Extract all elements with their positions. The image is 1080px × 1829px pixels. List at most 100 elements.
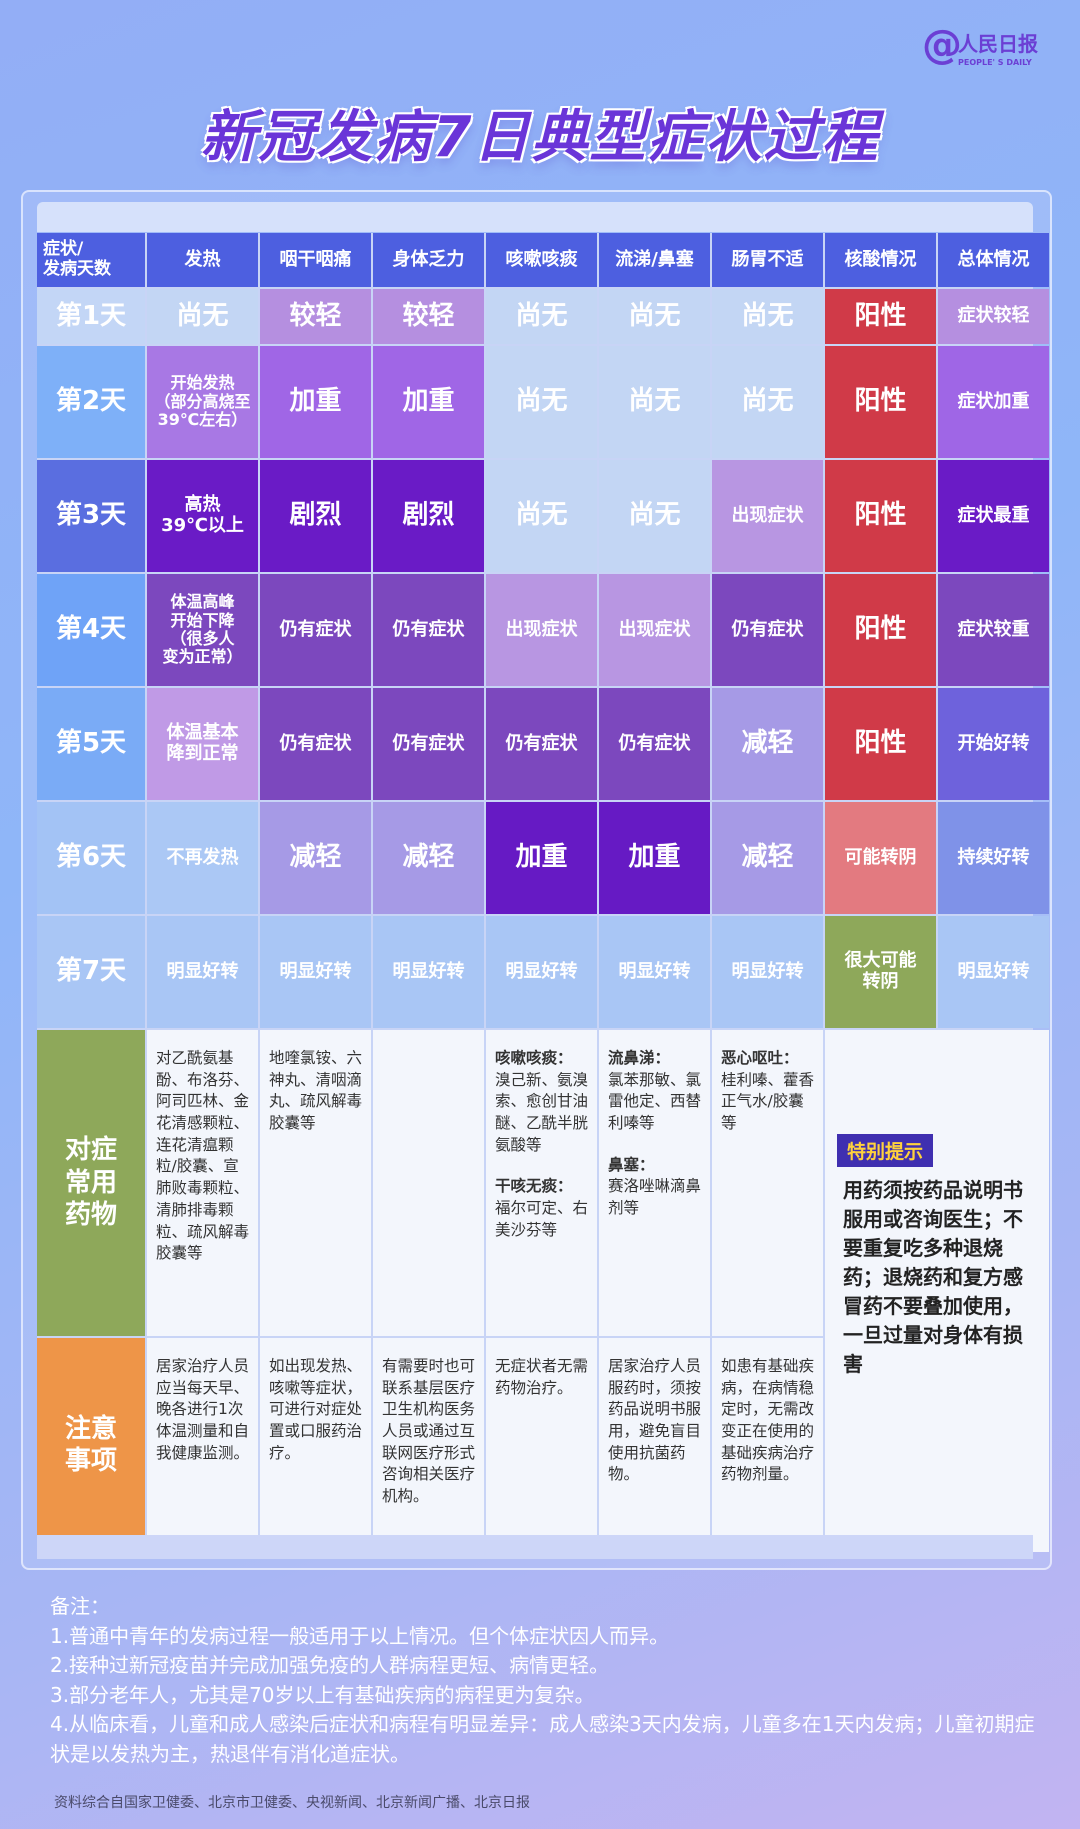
symptom-cell: 仍有症状	[599, 688, 710, 800]
drug-category: 恶心呕吐：	[721, 1049, 799, 1067]
special-tip-text: 用药须按药品说明书服用或咨询医生；不要重复吃多种退烧药；退烧药和复方感冒药不要叠…	[843, 1178, 1023, 1376]
table-top-bar	[37, 202, 1033, 232]
symptom-cell: 尚无	[712, 346, 823, 458]
special-tip-box: 特别提示用药须按药品说明书服用或咨询医生；不要重复吃多种退烧药；退烧药和复方感冒…	[825, 1030, 1049, 1552]
symptom-cell: 减轻	[712, 802, 823, 914]
drugs-row-label: 对症 常用 药物	[37, 1030, 145, 1336]
drug-cell: 对乙酰氨基酚、布洛芬、阿司匹林、金花清感颗粒、连花清瘟颗粒/胶囊、宣肺败毒颗粒、…	[147, 1030, 258, 1336]
column-header: 咽干咽痛	[260, 233, 371, 287]
day-label: 第5天	[37, 688, 145, 800]
symptom-cell: 症状较轻	[938, 289, 1049, 344]
symptom-cell: 症状最重	[938, 460, 1049, 572]
symptom-cell: 尚无	[486, 346, 597, 458]
table-bottom-bar	[37, 1535, 1033, 1559]
column-header: 肠胃不适	[712, 233, 823, 287]
drug-list: 赛洛唑啉滴鼻剂等	[608, 1177, 702, 1218]
symptom-cell: 仍有症状	[486, 688, 597, 800]
drug-category: 流鼻涕：	[608, 1049, 671, 1067]
note-line: 4.从临床看，儿童和成人感染后症状和病程有明显差异：成人感染3天内发病，儿童多在…	[50, 1712, 1035, 1766]
drug-cell: 地喹氯铵、六神丸、清咽滴丸、疏风解毒胶囊等	[260, 1030, 371, 1336]
caution-cell: 有需要时也可联系基层医疗卫生机构医务人员或通过互联网医疗形式咨询相关医疗机构。	[373, 1338, 484, 1552]
symptom-cell: 仍有症状	[373, 574, 484, 686]
peoples-daily-logo: @ 人民日报 PEOPLE' S DAILY	[922, 22, 1052, 72]
symptom-cell: 尚无	[712, 289, 823, 344]
symptom-cell: 开始好转	[938, 688, 1049, 800]
symptom-cell: 减轻	[712, 688, 823, 800]
symptom-cell: 明显好转	[147, 916, 258, 1028]
symptom-cell: 明显好转	[486, 916, 597, 1028]
symptom-cell: 持续好转	[938, 802, 1049, 914]
caution-cell: 如出现发热、咳嗽等症状，可进行对症处置或口服药治疗。	[260, 1338, 371, 1552]
symptom-cell: 仍有症状	[260, 688, 371, 800]
drug-cell: 流鼻涕： 氯苯那敏、氯雷他定、西替利嗪等 鼻塞： 赛洛唑啉滴鼻剂等	[599, 1030, 710, 1336]
notes-section: 备注： 1.普通中青年的发病过程一般适用于以上情况。但个体症状因人而异。 2.接种过…	[50, 1592, 1040, 1769]
note-line: 备注：	[50, 1594, 110, 1618]
symptom-cell: 仍有症状	[260, 574, 371, 686]
symptom-cell: 加重	[260, 346, 371, 458]
column-header: 身体乏力	[373, 233, 484, 287]
symptom-cell: 减轻	[260, 802, 371, 914]
symptom-cell: 明显好转	[373, 916, 484, 1028]
day-label: 第7天	[37, 916, 145, 1028]
caution-cell: 居家治疗人员应当每天早、晚各进行1次体温测量和自我健康监测。	[147, 1338, 258, 1552]
symptom-cell: 出现症状	[599, 574, 710, 686]
logo-en: PEOPLE' S DAILY	[958, 58, 1032, 67]
symptom-cell: 高热 39℃以上	[147, 460, 258, 572]
page-title: 新冠发病7日典型症状过程	[200, 105, 880, 170]
symptom-cell: 尚无	[599, 460, 710, 572]
column-header: 咳嗽咳痰	[486, 233, 597, 287]
symptom-cell: 出现症状	[712, 460, 823, 572]
drug-list: 氯苯那敏、氯雷他定、西替利嗪等	[608, 1070, 702, 1133]
caution-cell: 无症状者无需药物治疗。	[486, 1338, 597, 1552]
symptom-cell: 尚无	[486, 289, 597, 344]
symptom-cell: 剧烈	[260, 460, 371, 572]
symptom-cell: 症状较重	[938, 574, 1049, 686]
drug-cell: 恶心呕吐： 桂利嗪、藿香正气水/胶囊等	[712, 1030, 823, 1336]
column-header: 核酸情况	[825, 233, 936, 287]
symptom-cell: 症状加重	[938, 346, 1049, 458]
column-header: 流涕/鼻塞	[599, 233, 710, 287]
drug-cell: 咳嗽咳痰： 溴己新、氨溴索、愈创甘油醚、乙酰半胱氨酸等 干咳无痰： 福尔可定、右美沙芬…	[486, 1030, 597, 1336]
symptom-cell: 加重	[373, 346, 484, 458]
day-label: 第1天	[37, 289, 145, 344]
symptom-cell: 阳性	[825, 346, 936, 458]
symptom-cell: 开始发热 （部分高烧至 39℃左右）	[147, 346, 258, 458]
symptom-cell: 阳性	[825, 460, 936, 572]
drug-list: 桂利嗪、藿香正气水/胶囊等	[721, 1070, 815, 1133]
symptom-cell: 阳性	[825, 574, 936, 686]
note-line: 3.部分老年人，尤其是70岁以上有基础疾病的病程更为复杂。	[50, 1682, 595, 1707]
symptom-cell: 仍有症状	[373, 688, 484, 800]
symptom-cell: 阳性	[825, 688, 936, 800]
symptom-cell: 不再发热	[147, 802, 258, 914]
cautions-row-label: 注意 事项	[37, 1338, 145, 1552]
special-tip-label: 特别提示	[837, 1134, 934, 1167]
caution-cell: 如患有基础疾病，在病情稳定时，无需改变正在使用的基础疾病治疗药物剂量。	[712, 1338, 823, 1552]
column-header: 症状/ 发病天数	[37, 233, 145, 287]
day-label: 第2天	[37, 346, 145, 458]
symptom-cell: 明显好转	[712, 916, 823, 1028]
symptom-cell: 加重	[599, 802, 710, 914]
symptom-cell: 较轻	[260, 289, 371, 344]
symptom-cell: 出现症状	[486, 574, 597, 686]
symptom-cell: 体温基本 降到正常	[147, 688, 258, 800]
drug-category: 干咳无痰：	[495, 1177, 573, 1196]
drug-category: 咳嗽咳痰：	[495, 1049, 573, 1067]
symptom-cell: 尚无	[599, 346, 710, 458]
symptom-cell: 剧烈	[373, 460, 484, 572]
symptom-cell: 尚无	[486, 460, 597, 572]
note-line: 2.接种过新冠疫苗并完成加强免疫的人群病程更短、病情更轻。	[50, 1653, 610, 1677]
symptom-cell: 减轻	[373, 802, 484, 914]
note-line: 1.普通中青年的发病过程一般适用于以上情况。但个体症状因人而异。	[50, 1623, 670, 1648]
symptom-table: 症状/ 发病天数 发热 咽干咽痛 身体乏力 咳嗽咳痰 流涕/鼻塞 肠胃不适 核酸情况 总体情况第…	[37, 233, 1049, 1552]
drug-cell	[373, 1030, 484, 1336]
drug-list: 福尔可定、右美沙芬等	[495, 1199, 589, 1239]
symptom-cell: 很大可能 转阴	[825, 916, 936, 1028]
symptom-cell: 可能转阴	[825, 802, 936, 914]
symptom-cell: 阳性	[825, 289, 936, 344]
day-label: 第4天	[37, 574, 145, 686]
symptom-cell: 较轻	[373, 289, 484, 344]
column-header: 发热	[147, 233, 258, 287]
symptom-cell: 尚无	[147, 289, 258, 344]
column-header: 总体情况	[938, 233, 1049, 287]
symptom-cell: 体温高峰 开始下降 （很多人 变为正常）	[147, 574, 258, 686]
